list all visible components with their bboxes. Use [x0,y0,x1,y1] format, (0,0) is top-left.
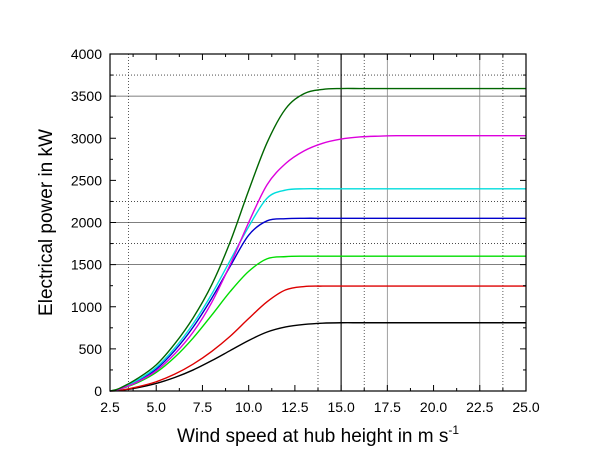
x-tick-label: 5.0 [146,399,166,415]
x-tick-label: 15.0 [327,399,354,415]
y-tick-labels: 0 500 1000 1500 2000 2500 3000 3500 4000 [71,46,102,399]
series-line-7 [109,87,526,392]
series-line-3 [109,255,526,392]
series-line-2 [109,285,526,392]
series-line-4 [109,217,526,392]
x-tick-labels: 2.5 5.0 7.5 10.0 12.5 15.0 17.5 20.0 22.5 25.0 [100,399,540,415]
series-line-6 [109,134,526,392]
x-axis-title-text: Wind speed at hub height in m s [177,426,448,447]
y-tick-label: 1000 [71,299,102,315]
x-tick-label: 2.5 [100,399,120,415]
series-lines [109,87,526,392]
y-tick-label: 2500 [71,172,102,188]
x-tick-label: 7.5 [193,399,213,415]
y-tick-label: 0 [94,383,102,399]
series-line-1 [109,322,526,392]
y-tick-label: 500 [79,341,103,357]
y-tick-label: 4000 [71,46,102,62]
y-tick-label: 3000 [71,130,102,146]
y-tick-label: 3500 [71,88,102,104]
y-tick-label: 2000 [71,215,102,231]
y-axis-title: Electrical power in kW [36,129,57,316]
axis-ticks [109,53,527,392]
reference-lines [110,54,526,391]
series-line-5 [109,188,526,392]
x-tick-label: 17.5 [374,399,401,415]
x-tick-label: 22.5 [466,399,493,415]
x-axis-title-superscript: -1 [448,423,459,437]
x-tick-label: 12.5 [281,399,308,415]
x-tick-label: 25.0 [512,399,539,415]
y-tick-label: 1500 [71,257,102,273]
x-axis-title: Wind speed at hub height in m s-1 [177,423,459,447]
x-tick-label: 20.0 [420,399,447,415]
x-tick-label: 10.0 [235,399,262,415]
